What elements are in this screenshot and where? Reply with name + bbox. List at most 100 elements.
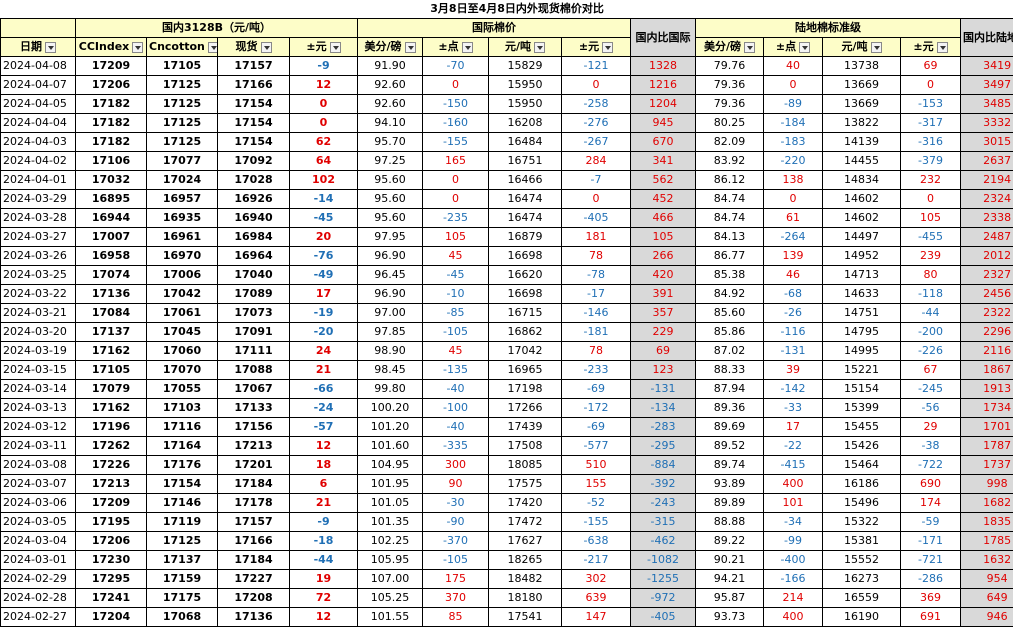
column-header-5[interactable]: 美分/磅	[357, 37, 423, 57]
table-cell: 16984	[217, 227, 290, 247]
filter-dropdown-icon[interactable]	[132, 41, 144, 53]
table-cell: 17079	[75, 379, 147, 399]
column-header-label: ±元	[913, 40, 934, 53]
table-cell: 64	[289, 151, 358, 171]
table-row: 2024-02-27 17204 17068 17136 12 101.55 85 17541…	[0, 607, 1013, 627]
table-cell: 2024-03-06	[0, 493, 76, 513]
table-cell: 17226	[75, 455, 147, 475]
table-cell: 17439	[488, 417, 562, 437]
table-cell: 16961	[146, 227, 218, 247]
table-cell: 15552	[822, 550, 901, 570]
column-header-10[interactable]: ±点	[763, 37, 823, 57]
table-cell: -40	[422, 379, 489, 399]
table-cell: 89.69	[695, 417, 764, 437]
filter-dropdown-icon[interactable]	[260, 41, 272, 53]
table-row: 2024-03-15 17105 17070 17088 21 98.45 -135 1696…	[0, 360, 1013, 380]
table-cell: 510	[561, 455, 631, 475]
table-cell: 89.36	[695, 398, 764, 418]
filter-dropdown-icon[interactable]	[45, 41, 56, 53]
table-cell: -415	[763, 455, 823, 475]
table-cell: 17209	[75, 493, 147, 513]
column-header-8[interactable]: ±元	[561, 37, 631, 57]
filter-dropdown-icon[interactable]	[799, 41, 811, 53]
filter-dropdown-icon[interactable]	[207, 41, 217, 53]
table-cell: -370	[422, 531, 489, 551]
table-cell: 15455	[822, 417, 901, 437]
table-cell: 954	[959, 569, 1013, 589]
table-cell: 15426	[822, 436, 901, 456]
filter-dropdown-icon[interactable]	[744, 41, 756, 53]
table-cell: -44	[900, 303, 961, 323]
table-row: 2024-04-08 17209 17105 17157 -9 91.90 -70 15829…	[0, 56, 1013, 76]
column-header-0[interactable]: 日期	[0, 37, 76, 57]
column-header-12[interactable]: ±元	[900, 37, 961, 57]
filter-dropdown-icon[interactable]	[329, 41, 341, 53]
table-cell: -19	[289, 303, 358, 323]
table-cell: 17007	[75, 227, 147, 247]
table-cell: 18265	[488, 550, 562, 570]
column-header-4[interactable]: ±元	[289, 37, 358, 57]
column-header-9[interactable]: 美分/磅	[695, 37, 764, 57]
table-cell: 17136	[217, 607, 290, 627]
table-cell: 15950	[488, 75, 562, 95]
table-cell: 0	[422, 75, 489, 95]
column-header-7[interactable]: 元/吨	[488, 37, 562, 57]
table-cell: 1835	[959, 512, 1013, 532]
table-cell: -392	[630, 474, 696, 494]
column-header-2[interactable]: Cncotton	[146, 37, 218, 57]
column-header-label: 日期	[20, 40, 42, 53]
filter-dropdown-icon[interactable]	[461, 41, 473, 53]
table-cell: 89.89	[695, 493, 764, 513]
table-cell: 16186	[822, 474, 901, 494]
filter-dropdown-icon[interactable]	[936, 41, 948, 53]
table-cell: 101.60	[357, 436, 423, 456]
table-cell: 89.22	[695, 531, 764, 551]
table-cell: -105	[422, 550, 489, 570]
table-cell: 17146	[146, 493, 218, 513]
table-cell: -235	[422, 208, 489, 228]
table-cell: 239	[900, 246, 961, 266]
table-cell: 14455	[822, 151, 901, 171]
table-cell: 341	[630, 151, 696, 171]
table-cell: 2637	[959, 151, 1013, 171]
table-cell: 80	[900, 265, 961, 285]
column-header-6[interactable]: ±点	[422, 37, 489, 57]
table-cell: 17206	[75, 75, 147, 95]
table-cell: 14834	[822, 170, 901, 190]
table-cell: 17092	[217, 151, 290, 171]
table-cell: 17166	[217, 75, 290, 95]
table-cell: 17137	[75, 322, 147, 342]
table-cell: -116	[763, 322, 823, 342]
table-cell: 92.60	[357, 75, 423, 95]
column-header-label: ±点	[438, 40, 459, 53]
table-cell: -153	[900, 94, 961, 114]
table-cell: 670	[630, 132, 696, 152]
table-cell: 16862	[488, 322, 562, 342]
table-cell: 14139	[822, 132, 901, 152]
table-cell: 16620	[488, 265, 562, 285]
table-cell: 14795	[822, 322, 901, 342]
table-cell: 16474	[488, 208, 562, 228]
table-cell: -135	[422, 360, 489, 380]
table-cell: 690	[900, 474, 961, 494]
table-cell: 100.20	[357, 398, 423, 418]
table-cell: 2012	[959, 246, 1013, 266]
filter-dropdown-icon[interactable]	[404, 41, 416, 53]
column-header-11[interactable]: 元/吨	[822, 37, 901, 57]
table-cell: 17295	[75, 569, 147, 589]
table-cell: 16944	[75, 208, 147, 228]
table-cell: -160	[422, 113, 489, 133]
group-international: 国际棉价	[357, 18, 631, 38]
table-cell: 17074	[75, 265, 147, 285]
table-cell: 266	[630, 246, 696, 266]
filter-dropdown-icon[interactable]	[870, 41, 882, 53]
table-cell: 17111	[217, 341, 290, 361]
table-cell: 2024-04-04	[0, 113, 76, 133]
filter-dropdown-icon[interactable]	[534, 41, 546, 53]
filter-dropdown-icon[interactable]	[602, 41, 614, 53]
column-header-3[interactable]: 现货	[217, 37, 290, 57]
table-cell: 61	[763, 208, 823, 228]
column-header-1[interactable]: CCIndex	[75, 37, 147, 57]
table-cell: 89.52	[695, 436, 764, 456]
table-cell: 88.88	[695, 512, 764, 532]
